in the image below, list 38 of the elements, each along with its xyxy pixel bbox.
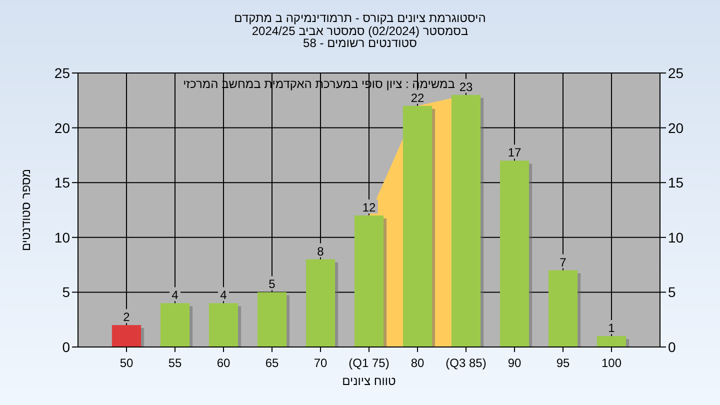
y-tick-label: 20 <box>54 120 70 136</box>
y2-tick-label: 5 <box>668 284 676 300</box>
y-axis-title: מספר סטודנטים <box>19 168 33 252</box>
x-tick-label: 65 <box>265 356 279 370</box>
y-tick-label: 0 <box>62 339 70 355</box>
data-label: 12 <box>362 200 376 214</box>
data-label: 22 <box>410 90 424 105</box>
x-tick-label: 95 <box>556 356 570 370</box>
data-label: 17 <box>508 146 522 160</box>
y2-tick-label: 15 <box>668 174 684 191</box>
x-axis-title: טווח ציונים <box>342 374 396 388</box>
y2-tick-label: 0 <box>668 339 676 355</box>
y2-tick-label: 10 <box>668 229 684 246</box>
data-label: 2 <box>123 310 130 324</box>
data-label: 5 <box>268 277 276 292</box>
x-tick-label: 55 <box>168 356 182 370</box>
y-tick-label: 25 <box>54 65 70 81</box>
x-tick-label: (Q1 75) <box>348 356 390 370</box>
data-label: 4 <box>220 288 228 302</box>
x-tick-label: (Q3 85) <box>446 356 486 370</box>
y-tick-label: 10 <box>54 229 70 246</box>
data-label: 23 <box>459 80 473 94</box>
chart-subtitle: בסמסטר (02/2024) סמסטר אביב 2024/25 סטודנטים רשומים - 58 <box>252 24 468 50</box>
data-label: 1 <box>608 321 616 336</box>
x-tick-label: 90 <box>508 356 522 370</box>
x-tick-label: 50 <box>120 356 134 370</box>
data-label: 4 <box>172 288 179 302</box>
x-tick-label: 60 <box>216 356 230 370</box>
y-tick-label: 15 <box>54 174 70 191</box>
x-tick-label: 100 <box>601 356 622 370</box>
y2-tick-label: 25 <box>668 65 684 81</box>
x-tick-label: 80 <box>410 356 424 370</box>
chart-title: היסטוגרמת ציונים בקורס - תרמודינמיקה ב מתקדם <box>234 11 486 25</box>
y-tick-label: 5 <box>62 284 70 300</box>
data-label: 8 <box>317 244 324 258</box>
y2-tick-label: 20 <box>668 120 684 136</box>
data-label: 7 <box>560 255 567 270</box>
x-tick-label: 70 <box>314 356 328 370</box>
